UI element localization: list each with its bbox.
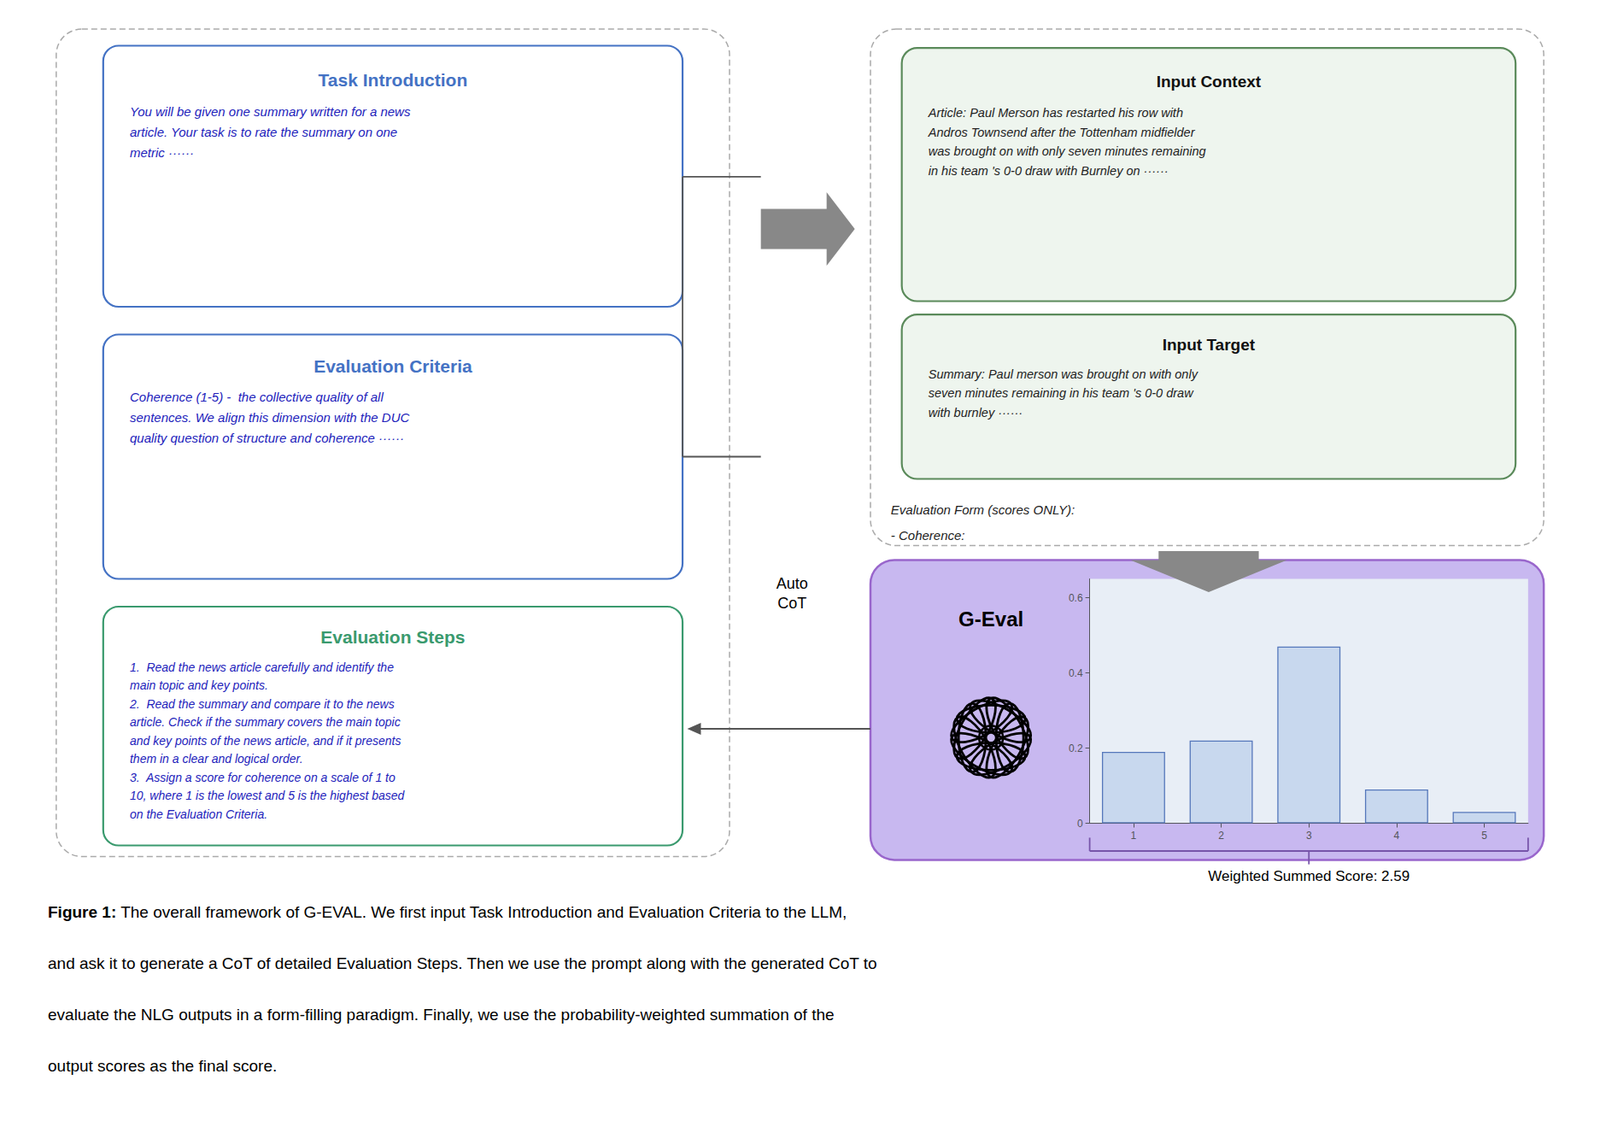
svg-text:was brought on with only seven: was brought on with only seven minutes r… [928,144,1207,159]
svg-text:metric ······: metric ······ [129,145,194,160]
svg-text:3. Assign a score for coheren: 3. Assign a score for coherence on a sca… [129,770,396,785]
svg-text:3: 3 [1306,829,1313,842]
svg-text:Evaluation Steps: Evaluation Steps [320,627,465,647]
svg-text:evaluate the NLG outputs in a: evaluate the NLG outputs in a form-filli… [47,1005,835,1024]
svg-text:0.2: 0.2 [1068,742,1084,755]
svg-text:them in a clear and logical or: them in a clear and logical order. [129,751,304,766]
svg-text:Input Target: Input Target [1162,335,1256,354]
svg-text:seven minutes remaining in his: seven minutes remaining in his team 's 0… [928,386,1195,400]
svg-text:Andros Townsend after the Tott: Andros Townsend after the Tottenham midf… [927,125,1196,140]
svg-text:Article: Paul Merson has resta: Article: Paul Merson has restarted his r… [927,105,1184,120]
svg-text:10, where 1 is the lowest and: 10, where 1 is the lowest and 5 is the h… [129,788,406,803]
svg-text:You will be given one summary: You will be given one summary written fo… [129,104,411,119]
svg-text:0.6: 0.6 [1068,591,1084,604]
svg-text:Task Introduction: Task Introduction [318,70,469,90]
svg-text:0.4: 0.4 [1068,667,1084,680]
svg-text:The overall framework of G-EVA: The overall framework of G-EVAL. We firs… [116,902,847,921]
svg-text:and ask it to generate a CoT o: and ask it to generate a CoT of detailed… [47,954,878,973]
svg-text:2. Read the summary and compa: 2. Read the summary and compare it to th… [128,697,395,711]
svg-text:main topic and key points.: main topic and key points. [129,678,269,692]
svg-text:Weighted Summed Score: 2.59: Weighted Summed Score: 2.59 [1207,867,1410,885]
svg-text:sentences. We align this dimen: sentences. We align this dimension with … [129,410,411,425]
svg-text:article. Your task is to rate: article. Your task is to rate the summar… [129,124,398,140]
svg-text:Figure 1:: Figure 1: [47,902,117,921]
svg-text:with burnley ······: with burnley ······ [928,405,1023,420]
svg-text:and key points of the news art: and key points of the news article, and … [129,733,402,748]
svg-text:Summary: Paul merson was broug: Summary: Paul merson was brought on with… [928,367,1199,381]
svg-text:- Coherence:: - Coherence: [890,527,966,543]
svg-text:1. Read the news article care: 1. Read the news article carefully and i… [129,660,394,674]
svg-text:output scores as the final sco: output scores as the final score. [47,1056,277,1075]
svg-text:Coherence (1-5) - the collect: Coherence (1-5) - the collective quality… [129,389,384,405]
svg-text:on the Evaluation Criteria.: on the Evaluation Criteria. [129,807,268,821]
svg-text:quality question of structure: quality question of structure and cohere… [129,430,405,446]
svg-text:CoT: CoT [777,594,807,612]
svg-text:4: 4 [1394,829,1401,842]
svg-text:G-Eval: G-Eval [958,607,1024,631]
svg-text:0: 0 [1077,817,1084,830]
svg-text:2: 2 [1218,829,1225,842]
svg-text:Evaluation Form (scores ONLY):: Evaluation Form (scores ONLY): [890,502,1075,517]
svg-text:1: 1 [1131,829,1137,842]
svg-text:in his team 's 0-0 draw with B: in his team 's 0-0 draw with Burnley on … [928,164,1169,178]
svg-text:article. Check if the summary: article. Check if the summary covers the… [129,715,401,729]
svg-text:Auto: Auto [776,574,809,592]
svg-text:Evaluation Criteria: Evaluation Criteria [313,356,473,376]
svg-text:5: 5 [1481,829,1488,842]
svg-text:Input Context: Input Context [1156,72,1262,91]
